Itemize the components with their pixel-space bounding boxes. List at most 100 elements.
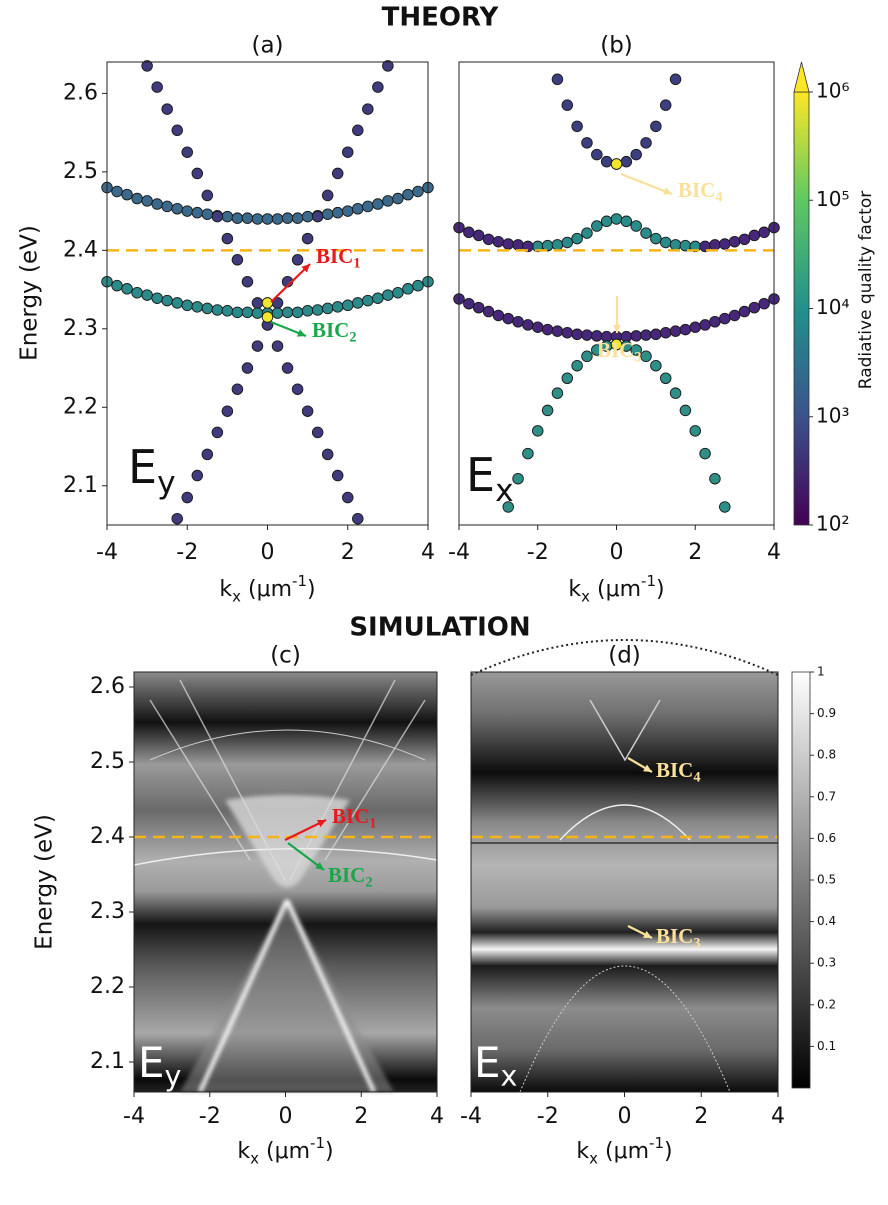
- data-point: [502, 501, 514, 513]
- annotation-part: BIC: [597, 338, 634, 362]
- x-tick-label: -2: [199, 1104, 221, 1129]
- data-point: [281, 212, 294, 224]
- colorbar-tick-label: 0.3: [817, 956, 836, 970]
- annotation-part: 2: [365, 875, 372, 891]
- data-point: [591, 344, 603, 356]
- data-point: [541, 323, 554, 336]
- data-point: [512, 472, 524, 485]
- colorbar-tick-label: 10²: [816, 512, 849, 536]
- data-point: [382, 60, 394, 72]
- x-tick-label: -4: [460, 1104, 482, 1129]
- polarization-label-part: E: [466, 448, 495, 502]
- data-point: [472, 229, 485, 242]
- polarization-label: Ex: [474, 1038, 517, 1093]
- data-point: [201, 448, 214, 461]
- data-point: [719, 312, 731, 325]
- data-point: [492, 235, 505, 248]
- x-axis-label-part: (μm: [259, 1139, 310, 1164]
- data-point: [221, 305, 234, 317]
- data-point: [522, 319, 534, 331]
- data-point: [251, 340, 264, 352]
- data-point: [571, 328, 583, 341]
- y-tick-label: 2.4: [63, 237, 98, 262]
- data-point: [342, 299, 354, 312]
- x-axis-label-part: -1: [641, 572, 656, 590]
- data-point: [141, 60, 153, 72]
- data-point: [171, 297, 183, 309]
- y-tick-label: 2.4: [90, 824, 125, 849]
- annotation-part: BIC: [678, 178, 715, 202]
- data-point: [321, 302, 334, 315]
- annotation-part: 1: [353, 256, 360, 272]
- data-point: [541, 404, 554, 417]
- data-point: [650, 328, 662, 341]
- x-axis-label-part: -1: [310, 1134, 325, 1152]
- data-point: [231, 212, 244, 224]
- data-point: [591, 148, 603, 161]
- x-tick-label: 0: [261, 540, 275, 565]
- data-point: [532, 425, 544, 437]
- data-point: [342, 146, 354, 158]
- data-point: [191, 206, 204, 219]
- data-point: [121, 283, 133, 295]
- simulation-image-c: [133, 672, 438, 1093]
- x-tick-label: 0: [610, 540, 624, 565]
- data-point: [241, 362, 254, 374]
- data-point: [748, 229, 761, 242]
- data-point: [630, 148, 642, 161]
- data-point: [261, 297, 274, 309]
- data-point: [201, 208, 214, 220]
- data-point: [402, 283, 414, 295]
- data-point: [561, 236, 574, 249]
- x-axis-label-part: ): [307, 577, 316, 602]
- data-point: [372, 81, 384, 93]
- x-axis-label-part: x: [250, 1149, 259, 1167]
- x-axis-label-part: (μm: [590, 577, 641, 602]
- data-point: [522, 240, 534, 253]
- data-point: [561, 326, 574, 339]
- x-axis-label-part: -1: [649, 1134, 664, 1152]
- annotation-part: 1: [369, 816, 376, 832]
- data-point: [382, 289, 394, 301]
- data-point: [151, 292, 163, 304]
- data-point: [281, 362, 294, 374]
- polarization-label-part: x: [501, 1059, 518, 1093]
- data-point: [669, 239, 682, 251]
- data-point: [231, 383, 244, 395]
- data-point: [382, 195, 394, 207]
- data-point: [689, 425, 702, 437]
- data-point: [610, 158, 623, 170]
- y-tick-label: 2.5: [63, 159, 98, 184]
- colorbar-tick-label: 0.5: [817, 873, 836, 887]
- data-point: [581, 350, 593, 363]
- polarization-label-part: y: [157, 465, 176, 501]
- y-tick-label: 2.6: [63, 80, 98, 105]
- data-point: [738, 233, 751, 246]
- data-point: [512, 316, 524, 328]
- data-point: [679, 323, 692, 336]
- annotation-part: BIC: [316, 244, 353, 268]
- data-point: [610, 338, 623, 351]
- data-point: [463, 297, 475, 310]
- data-point: [561, 99, 574, 111]
- colorbar-tick-label: 10⁶: [816, 79, 849, 103]
- y-tick-label: 2.3: [63, 316, 98, 341]
- x-tick-label: -2: [176, 540, 198, 565]
- x-axis-label-part: x: [232, 587, 241, 605]
- colorbar-tick-label: 10⁴: [816, 295, 849, 319]
- annotation-arrowhead: [301, 264, 310, 273]
- data-point: [191, 167, 204, 180]
- data-point: [738, 305, 751, 318]
- data-point: [472, 301, 485, 314]
- data-point: [719, 238, 731, 250]
- x-tick-label: 0: [279, 1104, 293, 1129]
- annotation-part: BIC: [328, 863, 365, 887]
- data-point: [181, 205, 193, 217]
- annotation-arrowhead: [643, 930, 652, 938]
- x-axis-label-part: ): [325, 1139, 334, 1164]
- x-tick-label: 2: [341, 540, 355, 565]
- data-point: [121, 188, 133, 201]
- data-point: [251, 307, 264, 319]
- x-axis-label-part: (μm: [598, 1139, 649, 1164]
- data-point: [151, 81, 163, 93]
